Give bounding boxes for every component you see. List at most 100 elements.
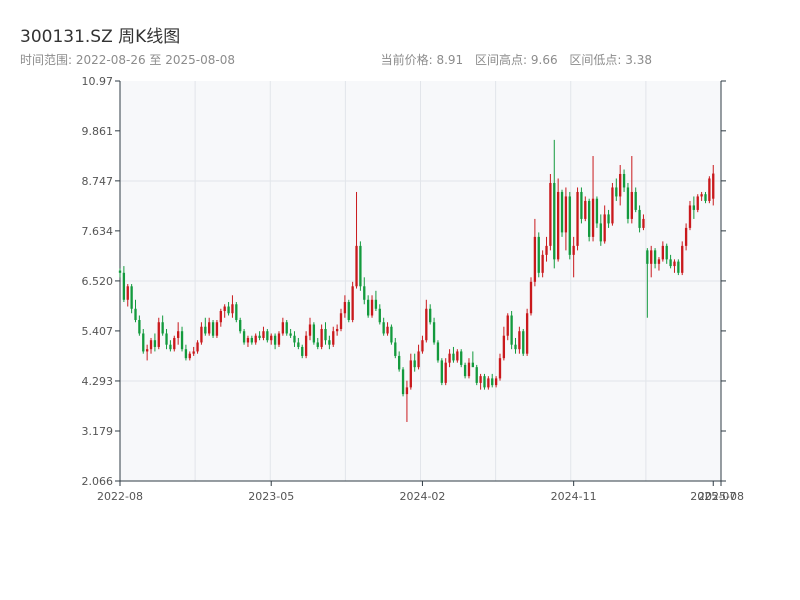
x-tick-label: 2025-08 — [698, 490, 744, 503]
candle-body — [487, 378, 490, 388]
candle-body — [242, 331, 246, 343]
candle-body — [673, 261, 676, 267]
candle-body — [425, 308, 428, 341]
candle-body — [258, 335, 261, 338]
candle-body — [355, 245, 358, 287]
candle-body — [262, 331, 265, 338]
candle-body — [471, 362, 475, 368]
candle-body — [304, 335, 308, 356]
candle-body — [506, 315, 509, 336]
candle-body — [591, 198, 595, 237]
candle-body — [188, 353, 191, 359]
candle-body — [607, 214, 610, 224]
candle-body — [363, 286, 366, 300]
candle-body — [463, 364, 467, 377]
candle-body — [130, 286, 133, 309]
candle-body — [359, 245, 362, 287]
candle-body — [347, 302, 350, 320]
candle-body — [173, 337, 176, 350]
candle-body — [351, 286, 354, 320]
candle-body — [502, 335, 506, 359]
candle-body — [444, 362, 447, 383]
candle-body — [611, 187, 614, 224]
candle-body — [448, 353, 451, 363]
candle-body — [390, 326, 393, 343]
candle-body — [514, 344, 517, 350]
candle-body — [413, 360, 416, 368]
candle-body — [622, 173, 626, 188]
candle-body — [456, 351, 459, 361]
candle-body — [308, 324, 312, 336]
y-tick-label: 10.97 — [82, 75, 114, 88]
candle-body — [204, 326, 207, 334]
candle-body — [588, 200, 591, 237]
candle-body — [603, 214, 606, 242]
x-tick-label: 2024-02 — [399, 490, 445, 503]
y-tick-label: 6.520 — [82, 275, 114, 288]
candle-body — [231, 304, 234, 314]
candle-body — [545, 245, 548, 255]
candle-body — [498, 358, 502, 379]
candle-body — [479, 376, 482, 383]
candle-body — [246, 337, 250, 343]
candle-body — [653, 250, 657, 264]
candle-body — [270, 335, 273, 341]
candle-body — [533, 236, 537, 282]
candle-body — [394, 342, 397, 356]
candle-body — [409, 360, 412, 388]
range-high: 区间高点: 9.66 — [475, 53, 558, 67]
candle-body — [483, 376, 486, 388]
candle-body — [211, 322, 215, 336]
candle-body — [266, 331, 269, 341]
candle-body — [126, 286, 129, 300]
candle-body — [669, 259, 672, 267]
candle-body — [619, 173, 622, 197]
y-tick-label: 8.747 — [82, 175, 114, 188]
candle-body — [429, 308, 432, 323]
candle-body — [401, 369, 405, 395]
candle-body — [297, 342, 300, 347]
candle-body — [122, 272, 126, 300]
candle-body — [712, 173, 715, 199]
candle-body — [677, 261, 680, 273]
candle-body — [250, 337, 253, 343]
candle-body — [688, 205, 692, 228]
candle-body — [324, 328, 327, 341]
candle-body — [560, 191, 564, 233]
candle-body — [440, 360, 443, 383]
candle-body — [634, 191, 637, 210]
price-stats: 当前价格: 8.91 区间高点: 9.66 区间低点: 3.38 — [373, 51, 652, 68]
candle-body — [366, 299, 370, 316]
candle-body — [518, 331, 521, 350]
candle-body — [642, 218, 645, 228]
candle-body — [650, 250, 653, 264]
candle-body — [541, 254, 544, 273]
candle-body — [134, 308, 137, 320]
candle-body — [556, 191, 560, 260]
candle-body — [138, 319, 141, 334]
candle-body — [382, 322, 385, 334]
candle-body — [549, 182, 552, 246]
candle-body — [153, 340, 157, 347]
candle-body — [332, 331, 335, 345]
candle-body — [529, 281, 533, 314]
candle-body — [522, 331, 525, 354]
range-low: 区间低点: 3.38 — [569, 53, 652, 67]
candle-body — [219, 311, 222, 323]
y-tick-label: 9.861 — [82, 125, 114, 138]
candle-body — [704, 194, 707, 201]
candle-body — [436, 342, 440, 361]
candle-body — [630, 191, 633, 219]
candle-body — [374, 299, 378, 309]
candle-body — [491, 378, 494, 386]
candle-body — [661, 245, 665, 260]
candle-body — [432, 322, 436, 343]
candle-body — [475, 367, 478, 383]
candle-body — [215, 322, 219, 336]
candle-body — [281, 322, 285, 334]
candle-body — [289, 333, 292, 336]
candle-body — [254, 335, 257, 343]
candle-body — [460, 351, 463, 365]
candle-body — [553, 182, 556, 260]
candle-body — [370, 299, 374, 316]
